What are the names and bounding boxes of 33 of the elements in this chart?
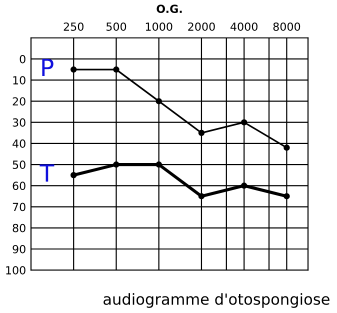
point <box>156 161 162 168</box>
point <box>284 193 290 200</box>
y-tick-label: 70 <box>12 202 26 212</box>
point <box>113 66 120 73</box>
point <box>70 66 77 73</box>
y-tick-label: 60 <box>12 182 26 190</box>
point <box>284 144 290 151</box>
x-tick-label: 8000 <box>273 22 300 31</box>
x-tick-label: 2000 <box>188 22 215 31</box>
series-label: P <box>42 58 54 76</box>
y-tick-label: 40 <box>12 139 26 148</box>
point <box>240 119 248 126</box>
series-label: T <box>40 164 54 182</box>
point <box>198 193 205 200</box>
y-tick-label: 90 <box>12 244 26 254</box>
x-tick-label: 4000 <box>230 22 258 31</box>
point <box>70 172 77 178</box>
y-tick-label: 100 <box>6 266 26 274</box>
y-tick-label: 30 <box>12 118 26 127</box>
point <box>113 161 120 168</box>
y-tick-label: 50 <box>12 160 26 169</box>
x-tick-label: 250 <box>64 22 84 31</box>
text: audiogramme d'otospongiose <box>104 293 330 308</box>
y-tick-label: 20 <box>12 97 26 106</box>
point <box>156 98 162 104</box>
y-tick-label: 10 <box>13 76 26 84</box>
y-tick-label: 0 <box>20 54 26 64</box>
x-tick-label: 1000 <box>146 22 172 31</box>
y-tick-label: 80 <box>12 224 26 232</box>
point <box>198 130 205 136</box>
point <box>240 182 248 189</box>
x-tick-label: 500 <box>106 22 126 31</box>
chart-title: O.G. <box>156 4 182 14</box>
